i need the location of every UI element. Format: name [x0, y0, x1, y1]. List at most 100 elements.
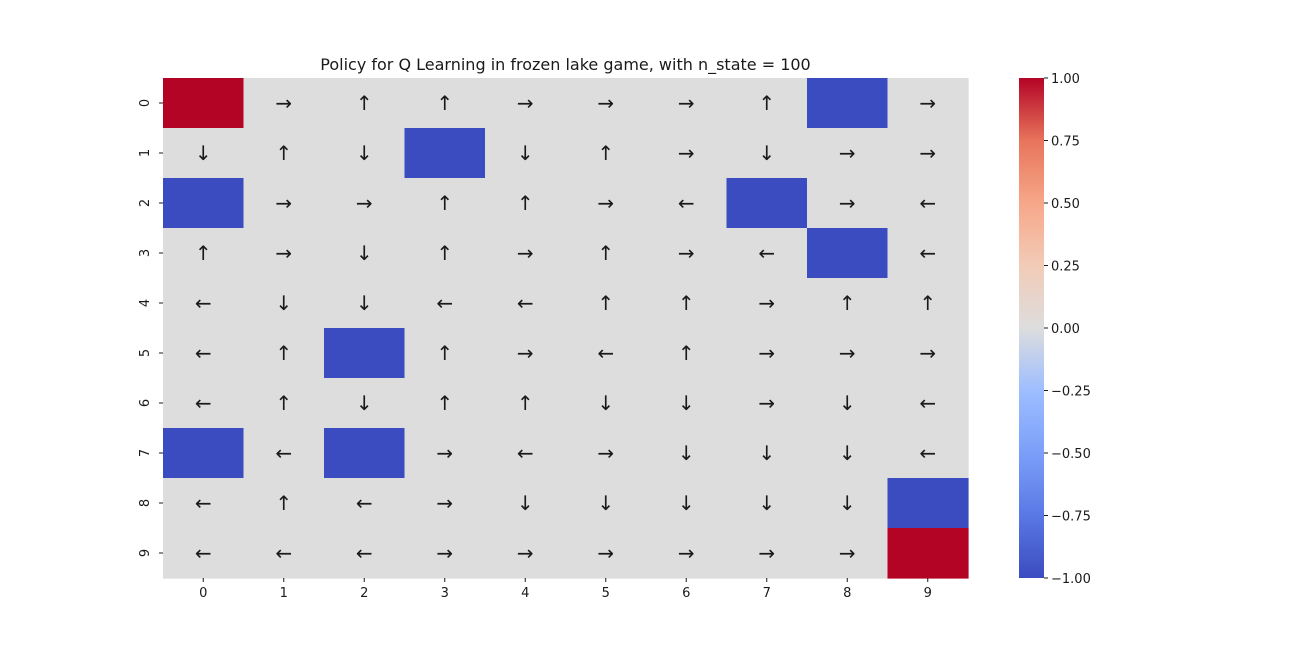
y-tick-label: 8 — [138, 499, 153, 507]
policy-arrow-3-6: → — [678, 241, 695, 265]
policy-arrow-6-9: ← — [919, 391, 936, 415]
heatmap-cell-8-8 — [807, 478, 889, 529]
policy-arrow-3-5: ↑ — [597, 241, 614, 265]
policy-arrow-9-2: ← — [356, 541, 373, 565]
heatmap-cell-5-8 — [807, 328, 889, 379]
heatmap-cell-5-4 — [485, 328, 567, 379]
heatmap-cell-3-3 — [404, 228, 486, 279]
heatmap-cell-7-4 — [485, 428, 567, 479]
policy-arrow-4-2: ↓ — [356, 291, 373, 315]
policy-arrow-0-6: → — [678, 91, 695, 115]
heatmap-cell-8-3 — [404, 478, 486, 529]
heatmap-cell-8-4 — [485, 478, 567, 529]
policy-arrow-8-8: ↓ — [839, 491, 856, 515]
policy-arrow-3-2: ↓ — [356, 241, 373, 265]
policy-arrow-4-9: ↑ — [919, 291, 936, 315]
policy-arrow-8-3: → — [436, 491, 453, 515]
policy-arrow-1-4: ↓ — [517, 141, 534, 165]
heatmap-cell-9-8 — [807, 528, 889, 579]
heatmap-cell-2-3 — [404, 178, 486, 229]
heatmap-cell-2-8 — [807, 178, 889, 229]
heatmap-cell-9-6 — [646, 528, 728, 579]
policy-arrow-7-9: ← — [919, 441, 936, 465]
heatmap-cell-4-6 — [646, 278, 728, 329]
colorbar-ticks: 1.00 0.75 0.50 0.25 0.00 −0.25 −0.50 −0.75 −1.00 — [1044, 72, 1091, 587]
heatmap-cell-1-2 — [324, 128, 406, 179]
policy-arrow-2-4: ↑ — [517, 191, 534, 215]
heatmap-cell-4-2 — [324, 278, 406, 329]
policy-arrow-4-0: ← — [195, 291, 212, 315]
heatmap-cell-9-9 — [887, 528, 969, 579]
heatmap-cell-7-8 — [807, 428, 889, 479]
heatmap-cell-5-2 — [324, 328, 406, 379]
heatmap-cell-6-9 — [887, 378, 969, 429]
policy-arrow-6-2: ↓ — [356, 391, 373, 415]
heatmap-cell-8-0 — [163, 478, 245, 529]
policy-arrow-1-7: ↓ — [758, 141, 775, 165]
heatmap-cell-0-7 — [726, 78, 808, 129]
heatmap-cell-4-0 — [163, 278, 245, 329]
policy-arrow-4-3: ← — [436, 291, 453, 315]
heatmap-cell-0-0 — [163, 78, 245, 129]
policy-arrow-2-3: ↑ — [436, 191, 453, 215]
policy-arrow-2-1: → — [275, 191, 292, 215]
heatmap-cell-8-7 — [726, 478, 808, 529]
y-tick-label: 6 — [138, 399, 153, 407]
heatmap-cell-2-9 — [887, 178, 969, 229]
policy-arrow-9-5: → — [597, 541, 614, 565]
heatmap-cell-0-6 — [646, 78, 728, 129]
heatmap-cell-2-1 — [243, 178, 325, 229]
policy-arrow-1-9: → — [919, 141, 936, 165]
x-tick-label: 0 — [199, 586, 207, 601]
heatmap-cell-3-1 — [243, 228, 325, 279]
policy-arrow-8-7: ↓ — [758, 491, 775, 515]
x-tick-label: 5 — [602, 586, 610, 601]
policy-arrow-9-6: → — [678, 541, 695, 565]
policy-arrow-0-3: ↑ — [436, 91, 453, 115]
heatmap-cell-6-6 — [646, 378, 728, 429]
policy-arrow-1-1: ↑ — [275, 141, 292, 165]
x-tick-label: 6 — [682, 586, 690, 601]
heatmap-cell-4-3 — [404, 278, 486, 329]
policy-arrow-6-8: ↓ — [839, 391, 856, 415]
policy-arrow-0-5: → — [597, 91, 614, 115]
policy-arrow-7-4: ← — [517, 441, 534, 465]
heatmap-cell-3-9 — [887, 228, 969, 279]
heatmap-cell-2-5 — [565, 178, 647, 229]
policy-arrow-8-0: ← — [195, 491, 212, 515]
policy-arrow-5-0: ← — [195, 341, 212, 365]
heatmap-cell-5-5 — [565, 328, 647, 379]
heatmap-cell-6-5 — [565, 378, 647, 429]
heatmap-cell-9-4 — [485, 528, 567, 579]
heatmap-cell-3-6 — [646, 228, 728, 279]
policy-arrow-7-1: ← — [275, 441, 292, 465]
heatmap-cell-2-2 — [324, 178, 406, 229]
heatmap-cell-0-2 — [324, 78, 406, 129]
policy-arrow-5-7: → — [758, 341, 775, 365]
heatmap-cell-5-7 — [726, 328, 808, 379]
heatmap-cell-1-5 — [565, 128, 647, 179]
heatmap-cell-7-0 — [163, 428, 245, 479]
policy-arrow-1-2: ↓ — [356, 141, 373, 165]
policy-arrow-4-6: ↑ — [678, 291, 695, 315]
x-tick-label: 1 — [280, 586, 288, 601]
heatmap-cell-7-3 — [404, 428, 486, 479]
heatmap-cell-6-0 — [163, 378, 245, 429]
policy-arrow-8-6: ↓ — [678, 491, 695, 515]
policy-arrow-4-4: ← — [517, 291, 534, 315]
heatmap-cell-9-0 — [163, 528, 245, 579]
heatmap-cell-8-5 — [565, 478, 647, 529]
policy-arrow-4-5: ↑ — [597, 291, 614, 315]
heatmap-cell-5-6 — [646, 328, 728, 379]
policy-arrow-7-8: ↓ — [839, 441, 856, 465]
heatmap-cell-3-7 — [726, 228, 808, 279]
policy-arrow-2-6: ← — [678, 191, 695, 215]
colorbar-tick-label: 0.50 — [1051, 197, 1080, 212]
colorbar-tick-label: 0.25 — [1051, 260, 1080, 275]
heatmap-cell-1-6 — [646, 128, 728, 179]
heatmap-cell-6-3 — [404, 378, 486, 429]
policy-arrow-7-7: ↓ — [758, 441, 775, 465]
heatmap-cell-3-4 — [485, 228, 567, 279]
policy-arrow-5-9: → — [919, 341, 936, 365]
policy-arrow-4-1: ↓ — [275, 291, 292, 315]
